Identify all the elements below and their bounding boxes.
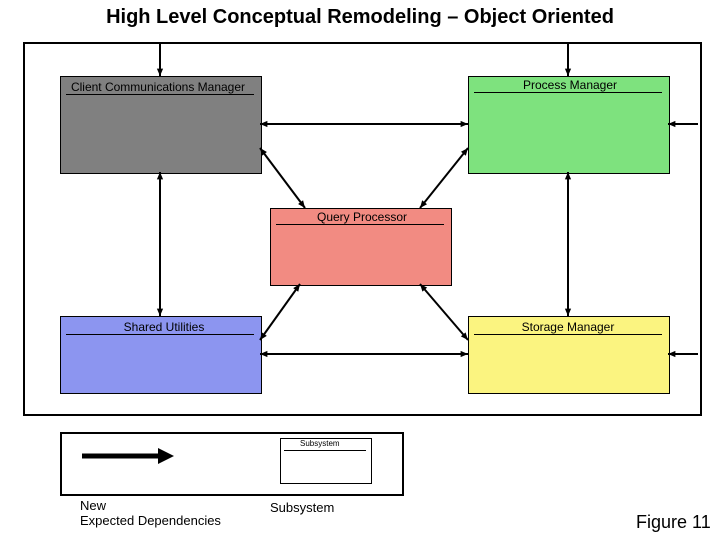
query-underline bbox=[276, 224, 444, 225]
client-underline bbox=[66, 94, 254, 95]
process-manager-label: Process Manager bbox=[520, 78, 620, 92]
client-communications-manager-label: Client Communications Manager bbox=[68, 80, 248, 94]
storage-underline bbox=[474, 334, 662, 335]
figure-number: Figure 11 bbox=[636, 512, 711, 533]
diagram-title: High Level Conceptual Remodeling – Objec… bbox=[0, 6, 720, 29]
process-underline bbox=[474, 92, 662, 93]
query-processor-label: Query Processor bbox=[312, 210, 412, 224]
legend-arrow-label: New Expected Dependencies bbox=[80, 498, 221, 528]
shared-underline bbox=[66, 334, 254, 335]
legend-subsystem-mini-label: Subsystem bbox=[300, 439, 340, 448]
legend-subsystem-underline bbox=[284, 450, 366, 451]
storage-manager-label: Storage Manager bbox=[518, 320, 618, 334]
legend-subsystem-label: Subsystem bbox=[270, 500, 334, 515]
legend-arrow-icon bbox=[80, 446, 176, 466]
shared-utilities-label: Shared Utilities bbox=[114, 320, 214, 334]
